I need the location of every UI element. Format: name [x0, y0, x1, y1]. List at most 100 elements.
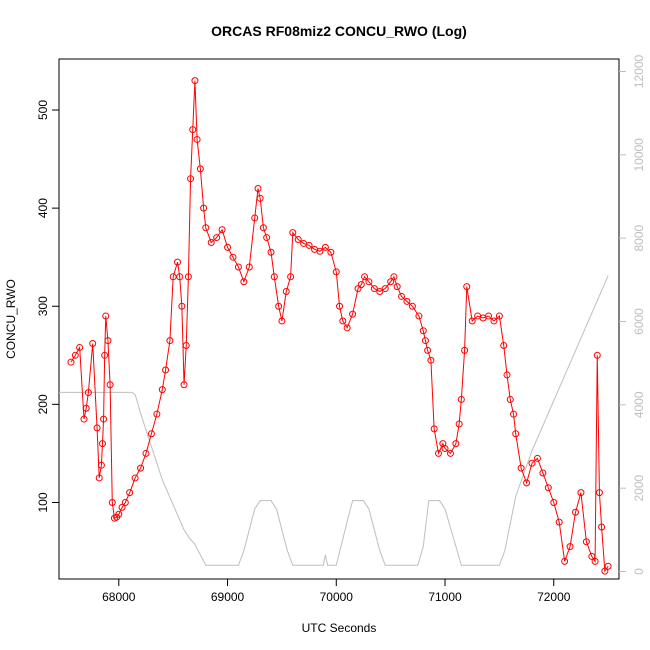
- x-tick-label: 72000: [537, 590, 571, 604]
- data-point: [566, 543, 574, 551]
- data-point: [427, 356, 435, 364]
- data-point: [361, 273, 369, 281]
- axes: 68000 69000 70000 71000 72000 100 200 300 400 500…: [36, 54, 646, 604]
- data-point: [115, 510, 123, 518]
- data-point: [452, 440, 460, 448]
- data-point: [390, 273, 398, 281]
- data-point: [434, 449, 442, 457]
- data-point: [381, 285, 389, 293]
- data-point: [153, 410, 161, 418]
- y2-tick-label: 12000: [632, 54, 646, 88]
- data-point: [457, 395, 465, 403]
- data-point: [166, 337, 174, 345]
- data-point: [229, 253, 237, 261]
- data-point: [577, 489, 585, 497]
- series-line-primary: [70, 80, 609, 573]
- data-point: [82, 404, 90, 412]
- y2-tick-label: 2000: [632, 474, 646, 501]
- data-point: [550, 498, 558, 506]
- data-point: [523, 479, 531, 487]
- data-point: [131, 474, 139, 482]
- data-point: [142, 449, 150, 457]
- data-point: [421, 337, 429, 345]
- y2-tick-label: 4000: [632, 391, 646, 418]
- data-point: [137, 464, 145, 472]
- data-point: [187, 175, 195, 183]
- data-point: [398, 292, 406, 300]
- data-point: [365, 278, 373, 286]
- data-point: [588, 552, 596, 560]
- chart-title: ORCAS RF08miz2 CONCU_RWO (Log): [211, 23, 467, 39]
- data-point: [316, 247, 324, 255]
- data-point: [419, 327, 427, 335]
- data-point: [495, 312, 503, 320]
- data-point: [327, 248, 335, 256]
- data-point: [121, 498, 129, 506]
- data-point: [184, 273, 192, 281]
- data-point: [180, 381, 188, 389]
- data-point: [207, 238, 215, 246]
- data-point: [162, 366, 170, 374]
- data-point: [278, 317, 286, 325]
- data-point: [561, 557, 569, 565]
- data-point: [98, 440, 106, 448]
- data-point: [224, 243, 232, 251]
- data-point: [67, 358, 75, 366]
- data-point: [544, 484, 552, 492]
- data-point: [101, 351, 109, 359]
- data-point: [95, 474, 103, 482]
- data-point: [332, 268, 340, 276]
- data-point: [461, 346, 469, 354]
- data-point: [408, 302, 416, 310]
- data-point: [468, 317, 476, 325]
- data-point: [259, 224, 267, 232]
- data-point: [158, 386, 166, 394]
- data-point: [403, 297, 411, 305]
- data-point: [595, 489, 603, 497]
- data-point: [100, 415, 108, 423]
- data-point: [263, 234, 271, 242]
- data-point: [503, 371, 511, 379]
- data-point: [512, 430, 520, 438]
- data-point: [84, 389, 92, 397]
- data-point: [182, 341, 190, 349]
- x-tick-label: 69000: [211, 590, 245, 604]
- data-point: [202, 224, 210, 232]
- data-point: [213, 234, 221, 242]
- data-point: [506, 395, 514, 403]
- y-tick-label: 300: [36, 296, 50, 316]
- data-point: [528, 459, 536, 467]
- data-point: [176, 273, 184, 281]
- data-point: [598, 523, 606, 531]
- y2-tick-label: 6000: [632, 308, 646, 335]
- data-point: [604, 562, 612, 570]
- data-point: [169, 273, 177, 281]
- data-point: [591, 557, 599, 565]
- y-tick-label: 100: [36, 492, 50, 512]
- data-point: [108, 498, 116, 506]
- data-point: [118, 503, 126, 511]
- y2-tick-label: 10000: [632, 138, 646, 172]
- data-point: [555, 518, 563, 526]
- data-point: [533, 454, 541, 462]
- data-point: [234, 263, 242, 271]
- data-point: [415, 312, 423, 320]
- data-point: [357, 281, 365, 289]
- data-point: [287, 273, 295, 281]
- data-point: [97, 461, 105, 469]
- data-point: [275, 302, 283, 310]
- data-point: [71, 351, 79, 359]
- data-point: [485, 312, 493, 320]
- data-point: [343, 324, 351, 332]
- y2-tick-label: 8000: [632, 224, 646, 251]
- data-point: [196, 165, 204, 173]
- data-point: [189, 126, 197, 134]
- data-point: [245, 263, 253, 271]
- data-point: [174, 258, 182, 266]
- y-axis-label: CONCU_RWO: [4, 279, 18, 359]
- x-tick-label: 68000: [102, 590, 136, 604]
- data-point: [321, 243, 329, 251]
- data-point: [441, 445, 449, 453]
- data-point: [593, 351, 601, 359]
- data-point: [430, 425, 438, 433]
